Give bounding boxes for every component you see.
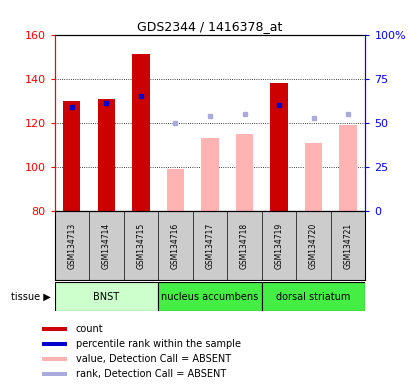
Bar [42,372,67,376]
Text: GSM134714: GSM134714 [102,223,111,269]
Bar [270,83,288,211]
Text: nucleus accumbens: nucleus accumbens [161,291,259,302]
Text: count: count [76,324,103,334]
Bar [63,101,81,211]
Text: tissue ▶: tissue ▶ [10,291,50,302]
Bar [201,138,219,211]
Bar [42,357,67,361]
Text: rank, Detection Call = ABSENT: rank, Detection Call = ABSENT [76,369,226,379]
Text: GSM134719: GSM134719 [275,223,284,269]
Text: percentile rank within the sample: percentile rank within the sample [76,339,241,349]
Bar [132,55,150,211]
Bar [42,342,67,346]
Bar [158,282,262,311]
Bar [167,169,184,211]
Text: GSM134717: GSM134717 [205,223,215,269]
Bar [42,327,67,331]
Text: GSM134721: GSM134721 [344,223,353,269]
Bar [236,134,253,211]
Title: GDS2344 / 1416378_at: GDS2344 / 1416378_at [137,20,283,33]
Bar [339,125,357,211]
Text: GSM134715: GSM134715 [136,223,145,269]
Text: value, Detection Call = ABSENT: value, Detection Call = ABSENT [76,354,231,364]
Text: dorsal striatum: dorsal striatum [276,291,351,302]
Text: GSM134713: GSM134713 [67,223,76,269]
Text: GSM134716: GSM134716 [171,223,180,269]
Text: GSM134720: GSM134720 [309,223,318,269]
Text: GSM134718: GSM134718 [240,223,249,269]
Bar [305,143,322,211]
Bar [98,99,115,211]
Text: BNST: BNST [93,291,119,302]
Bar [262,282,365,311]
Bar [55,282,158,311]
